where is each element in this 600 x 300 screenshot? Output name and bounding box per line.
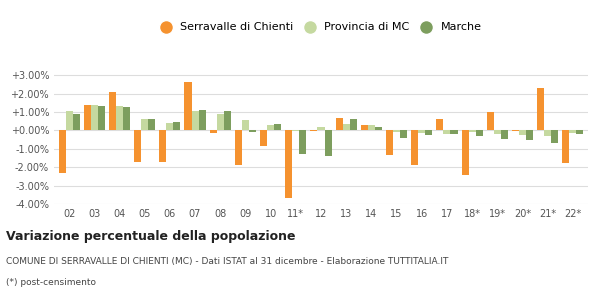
Text: Variazione percentuale della popolazione: Variazione percentuale della popolazione: [6, 230, 296, 243]
Bar: [299, 130, 307, 154]
Bar: [526, 130, 533, 140]
Bar: [65, 111, 73, 130]
Bar: [451, 130, 458, 134]
Bar: [317, 127, 325, 130]
Bar: [217, 114, 224, 130]
Bar: [224, 111, 231, 130]
Bar: [487, 112, 494, 130]
Bar: [494, 130, 501, 134]
Bar: [361, 125, 368, 130]
Bar: [343, 124, 350, 130]
Bar: [310, 130, 317, 131]
Bar: [469, 130, 476, 132]
Bar: [159, 130, 166, 162]
Bar: [436, 119, 443, 130]
Bar: [418, 130, 425, 133]
Bar: [98, 106, 105, 130]
Text: COMUNE DI SERRAVALLE DI CHIENTI (MC) - Dati ISTAT al 31 dicembre - Elaborazione : COMUNE DI SERRAVALLE DI CHIENTI (MC) - D…: [6, 257, 448, 266]
Bar: [292, 130, 299, 131]
Bar: [123, 107, 130, 130]
Bar: [134, 130, 141, 162]
Bar: [537, 88, 544, 130]
Bar: [519, 130, 526, 135]
Bar: [501, 130, 508, 139]
Bar: [166, 123, 173, 130]
Bar: [173, 122, 181, 130]
Text: (*) post-censimento: (*) post-censimento: [6, 278, 96, 287]
Bar: [191, 111, 199, 130]
Bar: [393, 130, 400, 132]
Bar: [116, 106, 123, 130]
Bar: [386, 130, 393, 155]
Bar: [368, 125, 375, 130]
Bar: [249, 130, 256, 132]
Bar: [148, 119, 155, 130]
Bar: [562, 130, 569, 163]
Bar: [59, 130, 65, 173]
Bar: [260, 130, 267, 146]
Bar: [551, 130, 558, 143]
Bar: [235, 130, 242, 165]
Bar: [184, 82, 191, 130]
Bar: [141, 119, 148, 130]
Bar: [375, 127, 382, 130]
Bar: [267, 125, 274, 130]
Bar: [425, 130, 433, 135]
Bar: [91, 105, 98, 130]
Bar: [325, 130, 332, 156]
Bar: [209, 130, 217, 133]
Bar: [461, 130, 469, 175]
Bar: [544, 130, 551, 136]
Bar: [443, 130, 451, 134]
Bar: [400, 130, 407, 138]
Bar: [242, 120, 249, 130]
Legend: Serravalle di Chienti, Provincia di MC, Marche: Serravalle di Chienti, Provincia di MC, …: [157, 19, 485, 36]
Bar: [476, 130, 483, 136]
Bar: [285, 130, 292, 199]
Bar: [569, 130, 577, 133]
Bar: [512, 130, 519, 131]
Bar: [84, 105, 91, 130]
Bar: [73, 114, 80, 130]
Bar: [577, 130, 583, 134]
Bar: [199, 110, 206, 130]
Bar: [411, 130, 418, 165]
Bar: [350, 119, 357, 130]
Bar: [335, 118, 343, 130]
Bar: [109, 92, 116, 130]
Bar: [274, 124, 281, 130]
